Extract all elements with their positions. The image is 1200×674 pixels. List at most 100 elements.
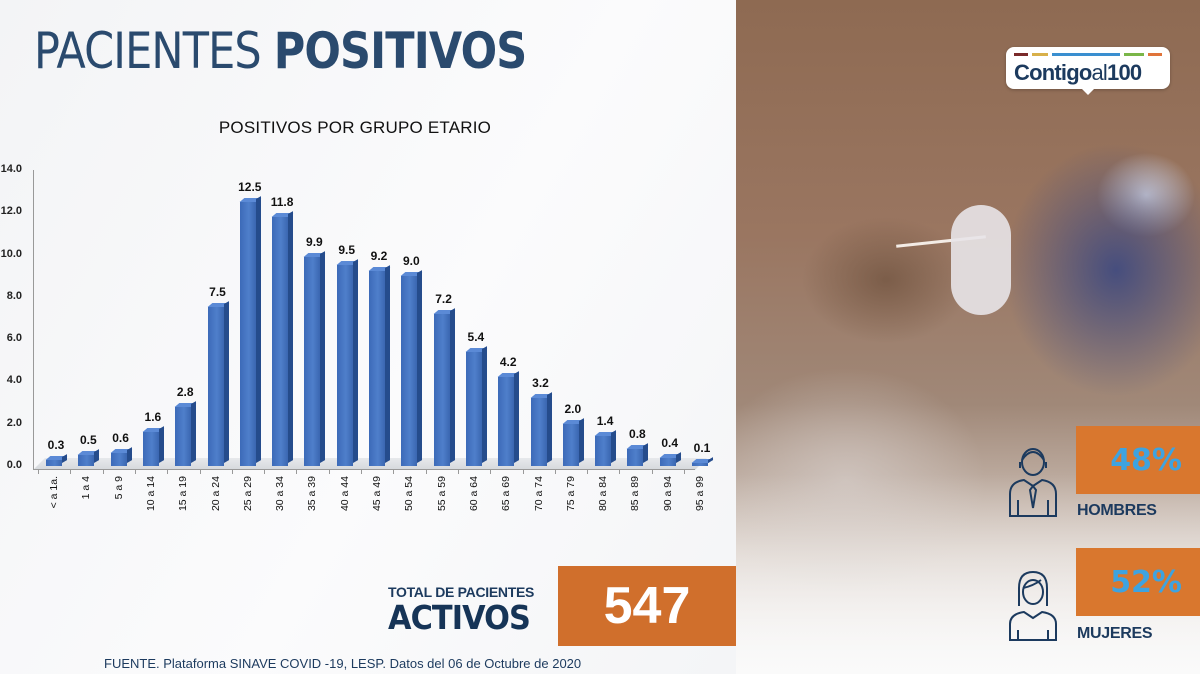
x-category-label: 60 a 64 bbox=[467, 476, 480, 512]
source-note: FUENTE. Plataforma SINAVE COVID -19, LES… bbox=[104, 656, 582, 671]
chart-panel: PACIENTES POSITIVOS POSITIVOS POR GRUPO … bbox=[0, 0, 736, 674]
bar bbox=[498, 377, 515, 466]
bar bbox=[239, 201, 256, 466]
y-tick-label: 6.0 bbox=[6, 332, 22, 345]
logo-stripe bbox=[1124, 53, 1144, 56]
bar bbox=[627, 449, 644, 466]
bar bbox=[562, 423, 579, 466]
x-tick bbox=[167, 469, 169, 474]
bar-value-label: 11.8 bbox=[270, 194, 294, 209]
bar-value-label: 0.5 bbox=[79, 433, 97, 448]
x-category-label: 55 a 59 bbox=[435, 476, 448, 512]
bar bbox=[336, 265, 353, 466]
woman-icon bbox=[1009, 570, 1057, 641]
logo-stripe bbox=[1052, 53, 1120, 56]
bar bbox=[78, 455, 95, 466]
logo-stripe bbox=[1014, 53, 1028, 56]
x-tick bbox=[102, 469, 104, 474]
logo-stripe bbox=[1032, 53, 1048, 56]
bar-value-label: 9.5 bbox=[338, 243, 356, 258]
bar-value-label: 9.0 bbox=[402, 253, 420, 268]
bar-value-label: 0.8 bbox=[629, 427, 646, 442]
contigo-al-100-logo: Contigoal100 bbox=[1006, 47, 1170, 95]
bar-value-label: 3.2 bbox=[532, 376, 549, 391]
logo-stripe bbox=[1148, 53, 1162, 56]
bar-value-label: 7.2 bbox=[435, 291, 452, 306]
glove-shape bbox=[951, 205, 1011, 315]
bar bbox=[175, 406, 192, 466]
x-tick bbox=[425, 469, 427, 474]
bar bbox=[401, 275, 418, 466]
bar bbox=[465, 351, 482, 466]
bar-value-label: 1.6 bbox=[144, 410, 162, 425]
bar-value-label: 7.5 bbox=[209, 285, 226, 300]
y-tick-label: 10.0 bbox=[0, 247, 22, 260]
x-tick bbox=[134, 469, 136, 474]
bar bbox=[659, 457, 676, 466]
x-category-label: 30 a 34 bbox=[274, 476, 287, 512]
y-tick-label: 4.0 bbox=[6, 374, 22, 387]
x-tick bbox=[38, 469, 39, 474]
x-tick bbox=[264, 469, 266, 474]
bar-value-label: 5.4 bbox=[467, 329, 485, 344]
logo-text: Contigoal100 bbox=[1014, 60, 1142, 86]
women-label: MUJERES bbox=[1077, 625, 1153, 642]
y-axis bbox=[33, 170, 34, 470]
y-tick-label: 8.0 bbox=[6, 289, 22, 302]
x-tick bbox=[651, 469, 653, 474]
page-title-light: PACIENTES bbox=[34, 22, 262, 80]
x-tick bbox=[587, 469, 589, 474]
x-tick bbox=[231, 469, 233, 474]
x-tick bbox=[199, 469, 201, 474]
x-category-label: 45 a 49 bbox=[371, 476, 383, 512]
bar bbox=[595, 436, 612, 466]
bar-value-label: 9.9 bbox=[306, 234, 323, 249]
x-tick bbox=[457, 469, 459, 474]
logo-text-main: Contigo bbox=[1014, 60, 1092, 85]
x-tick bbox=[684, 469, 685, 474]
bar-chart: 0.0 2.0 4.0 6.0 8.0 10.0 12.0 14.0 0.3 < a 1a. 0.5… bbox=[0, 160, 720, 540]
bar-value-label: 2.0 bbox=[564, 401, 582, 416]
x-category-label: 40 a 44 bbox=[338, 476, 351, 512]
x-tick bbox=[619, 469, 621, 474]
x-tick bbox=[554, 469, 556, 474]
logo-text-al: al bbox=[1091, 60, 1108, 85]
x-category-label: 65 a 69 bbox=[500, 476, 513, 512]
men-label: HOMBRES bbox=[1077, 502, 1157, 519]
total-active-value: 547 bbox=[558, 566, 736, 646]
logo-text-num: 100 bbox=[1107, 60, 1142, 85]
bar-value-label: 0.4 bbox=[661, 435, 679, 450]
y-tick-label: 0.0 bbox=[6, 459, 22, 471]
bar bbox=[530, 398, 547, 466]
x-category-label: 85 a 89 bbox=[629, 476, 642, 512]
women-percent-box: 52% bbox=[1076, 548, 1200, 616]
x-category-label: 1 a 4 bbox=[80, 476, 93, 500]
bar-value-label: 0.1 bbox=[693, 441, 711, 455]
x-category-label: 70 a 74 bbox=[532, 476, 545, 512]
x-category-label: 5 a 9 bbox=[112, 476, 125, 500]
x-tick bbox=[522, 469, 524, 474]
bar bbox=[207, 307, 224, 466]
y-tick-label: 12.0 bbox=[0, 205, 22, 218]
x-category-label: 50 a 54 bbox=[403, 476, 416, 512]
bar bbox=[46, 459, 62, 466]
x-category-label: 20 a 24 bbox=[209, 476, 222, 512]
bar bbox=[272, 216, 289, 466]
bar bbox=[369, 271, 385, 466]
total-active-label: TOTAL DE PACIENTES ACTIVOS bbox=[388, 584, 542, 637]
bar bbox=[142, 432, 159, 466]
x-tick bbox=[328, 469, 330, 474]
bar bbox=[110, 453, 127, 466]
bar-value-label: 0.6 bbox=[112, 431, 129, 446]
page-title-bold: POSITIVOS bbox=[273, 22, 528, 80]
total-caption: TOTAL DE PACIENTES bbox=[388, 584, 535, 600]
x-category-label: 80 a 84 bbox=[597, 476, 610, 512]
x-axis bbox=[33, 469, 695, 470]
bar-value-label: 0.3 bbox=[47, 437, 65, 452]
bar-value-label: 9.2 bbox=[370, 249, 388, 264]
x-category-label: 95 a 99 bbox=[694, 476, 706, 512]
bar bbox=[433, 313, 450, 466]
chart-title: POSITIVOS POR GRUPO ETARIO bbox=[218, 118, 492, 137]
x-category-label: 35 a 39 bbox=[306, 476, 319, 512]
x-tick bbox=[296, 469, 298, 474]
